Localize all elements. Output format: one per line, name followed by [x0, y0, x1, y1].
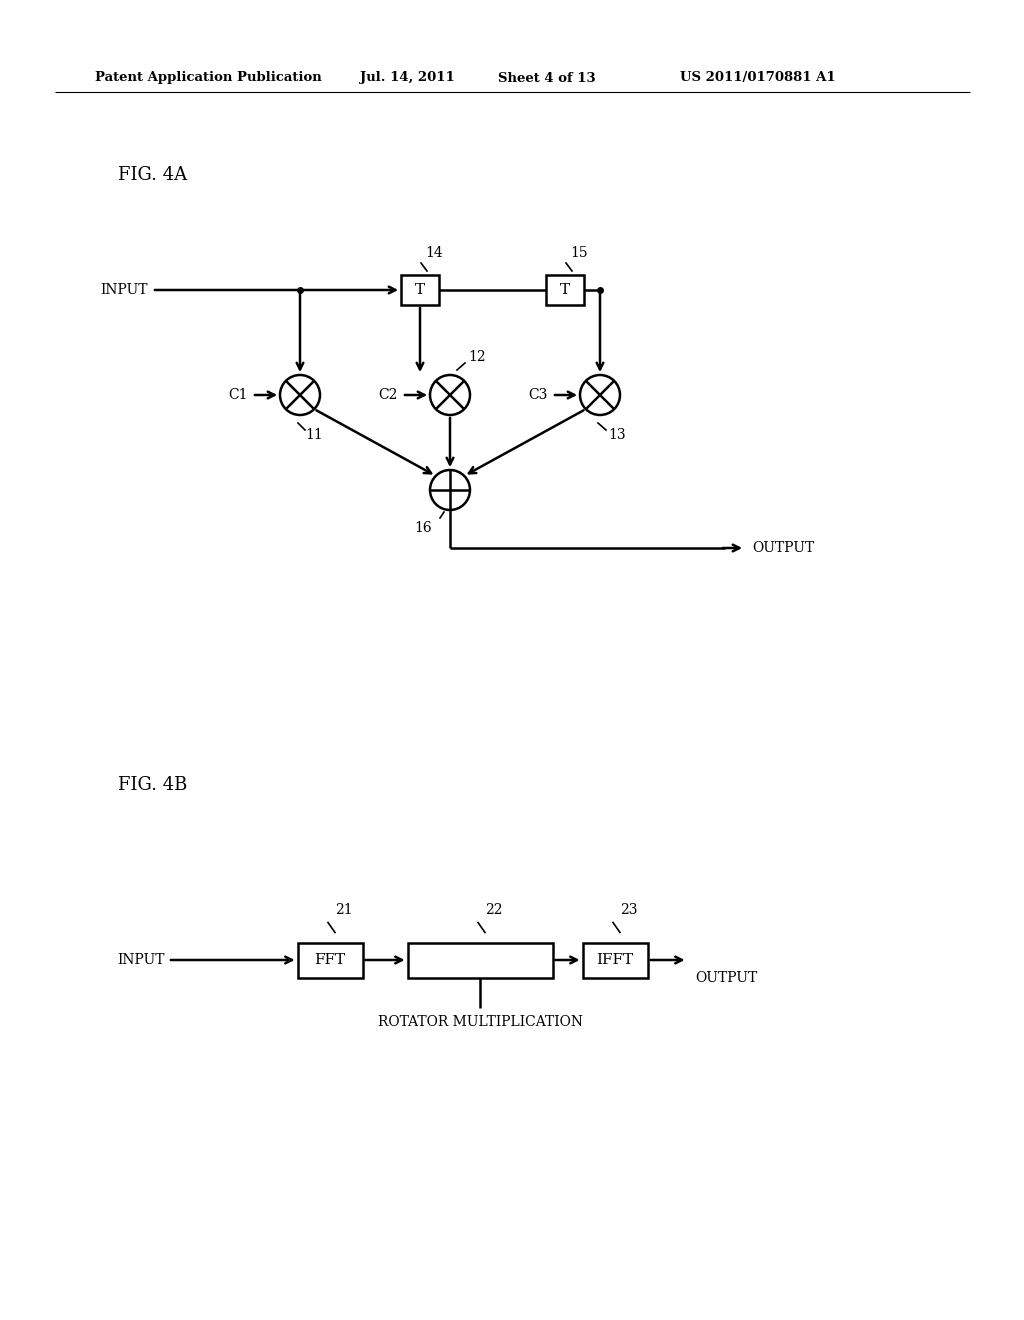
- Text: INPUT: INPUT: [100, 282, 148, 297]
- Bar: [298, 942, 362, 978]
- Bar: [546, 275, 584, 305]
- Text: OUTPUT: OUTPUT: [752, 541, 814, 554]
- Text: 16: 16: [415, 521, 432, 535]
- Text: 15: 15: [570, 246, 588, 260]
- Text: C1: C1: [228, 388, 248, 403]
- Text: 13: 13: [608, 428, 626, 442]
- Text: Sheet 4 of 13: Sheet 4 of 13: [498, 71, 596, 84]
- Text: IFFT: IFFT: [596, 953, 634, 968]
- Text: T: T: [560, 282, 570, 297]
- Text: OUTPUT: OUTPUT: [695, 972, 758, 985]
- Text: Patent Application Publication: Patent Application Publication: [95, 71, 322, 84]
- Text: FIG. 4A: FIG. 4A: [118, 166, 187, 183]
- Text: 14: 14: [425, 246, 442, 260]
- Text: Jul. 14, 2011: Jul. 14, 2011: [360, 71, 455, 84]
- Bar: [583, 942, 647, 978]
- Text: FFT: FFT: [314, 953, 345, 968]
- Bar: [401, 275, 439, 305]
- Text: C2: C2: [379, 388, 398, 403]
- Text: 12: 12: [468, 350, 485, 364]
- Text: C3: C3: [528, 388, 548, 403]
- Text: 23: 23: [620, 903, 638, 917]
- Text: FIG. 4B: FIG. 4B: [118, 776, 187, 795]
- Text: 11: 11: [305, 428, 323, 442]
- Text: 22: 22: [485, 903, 503, 917]
- Text: T: T: [415, 282, 425, 297]
- Text: ROTATOR MULTIPLICATION: ROTATOR MULTIPLICATION: [378, 1015, 583, 1030]
- Text: 21: 21: [335, 903, 352, 917]
- Text: US 2011/0170881 A1: US 2011/0170881 A1: [680, 71, 836, 84]
- Bar: [408, 942, 553, 978]
- Text: INPUT: INPUT: [118, 953, 165, 968]
